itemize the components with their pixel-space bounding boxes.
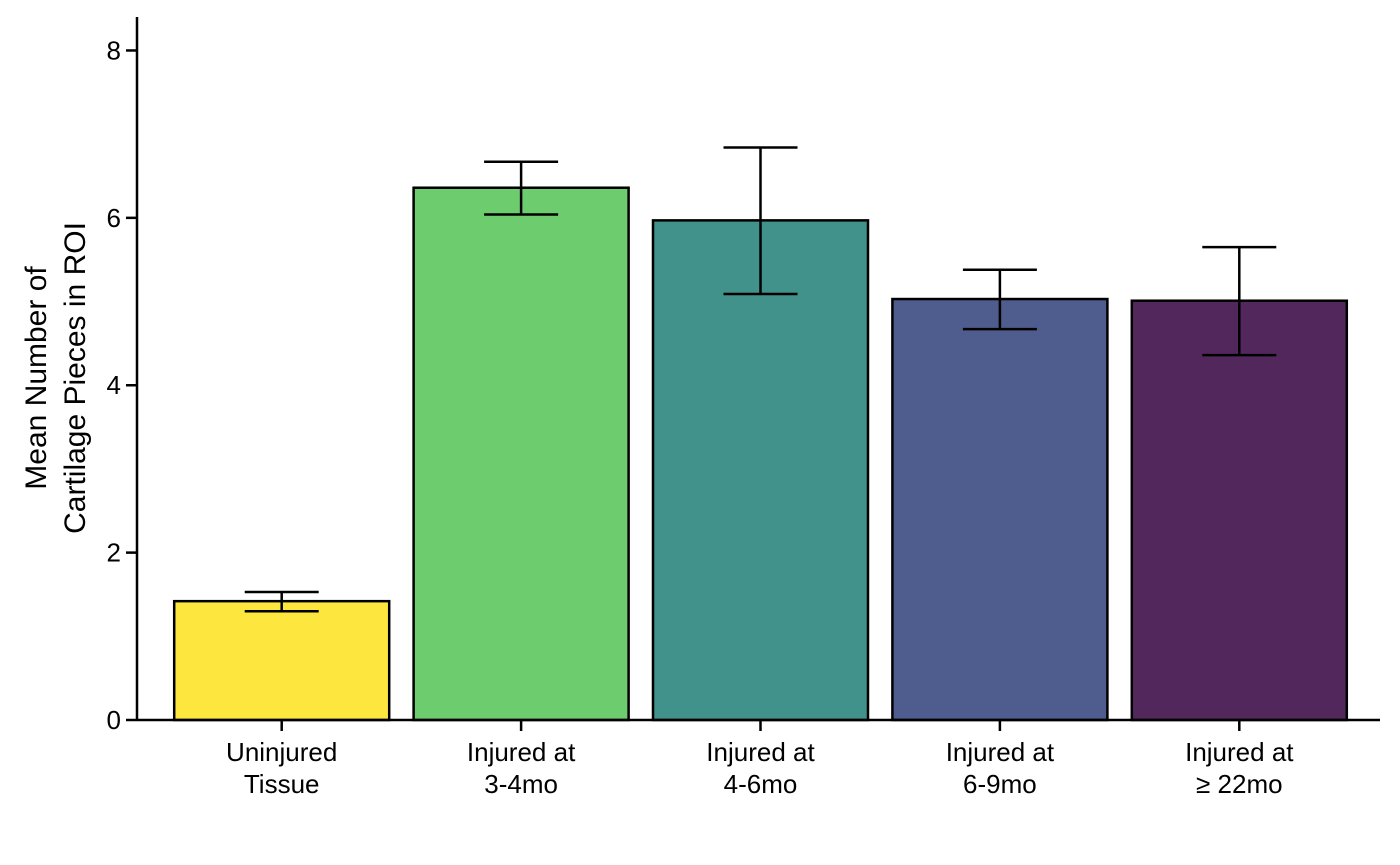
x-tick-label-0: Uninjured Tissue	[226, 737, 337, 799]
x-axis: Uninjured Tissue Injured at 3-4mo Injured at…	[137, 718, 1380, 799]
y-tick-label-1: 2	[107, 538, 121, 568]
y-axis: 0 2 4 6 8	[107, 17, 139, 735]
bar-2	[651, 219, 870, 722]
y-axis-title: Mean Number of Cartilage Pieces in ROI	[20, 222, 92, 534]
error-bars	[244, 146, 1277, 613]
bar-1	[412, 186, 630, 722]
x-tick-label-2: Injured at 4-6mo	[706, 737, 815, 799]
x-tick-label-1: Injured at 3-4mo	[467, 737, 576, 799]
error-bar-3	[962, 268, 1037, 331]
y-tick-label-0: 0	[107, 705, 121, 735]
x-tick-label-4: Injured at ≥ 22mo	[1185, 737, 1294, 799]
bar-0	[172, 599, 391, 722]
y-tick-label-2: 4	[107, 370, 121, 400]
y-axis-title-text: Mean Number of Cartilage Pieces in ROI	[20, 222, 92, 534]
y-tick-label-4: 8	[107, 35, 121, 65]
y-tick-label-3: 6	[107, 203, 121, 233]
error-bar-4	[1202, 245, 1277, 357]
x-tick-label-3: Injured at 6-9mo	[946, 737, 1055, 799]
bar-4	[1130, 299, 1349, 722]
error-bar-0	[244, 590, 319, 613]
error-bar-2	[723, 146, 798, 296]
bar-3	[891, 297, 1109, 722]
error-bar-1	[484, 160, 559, 216]
